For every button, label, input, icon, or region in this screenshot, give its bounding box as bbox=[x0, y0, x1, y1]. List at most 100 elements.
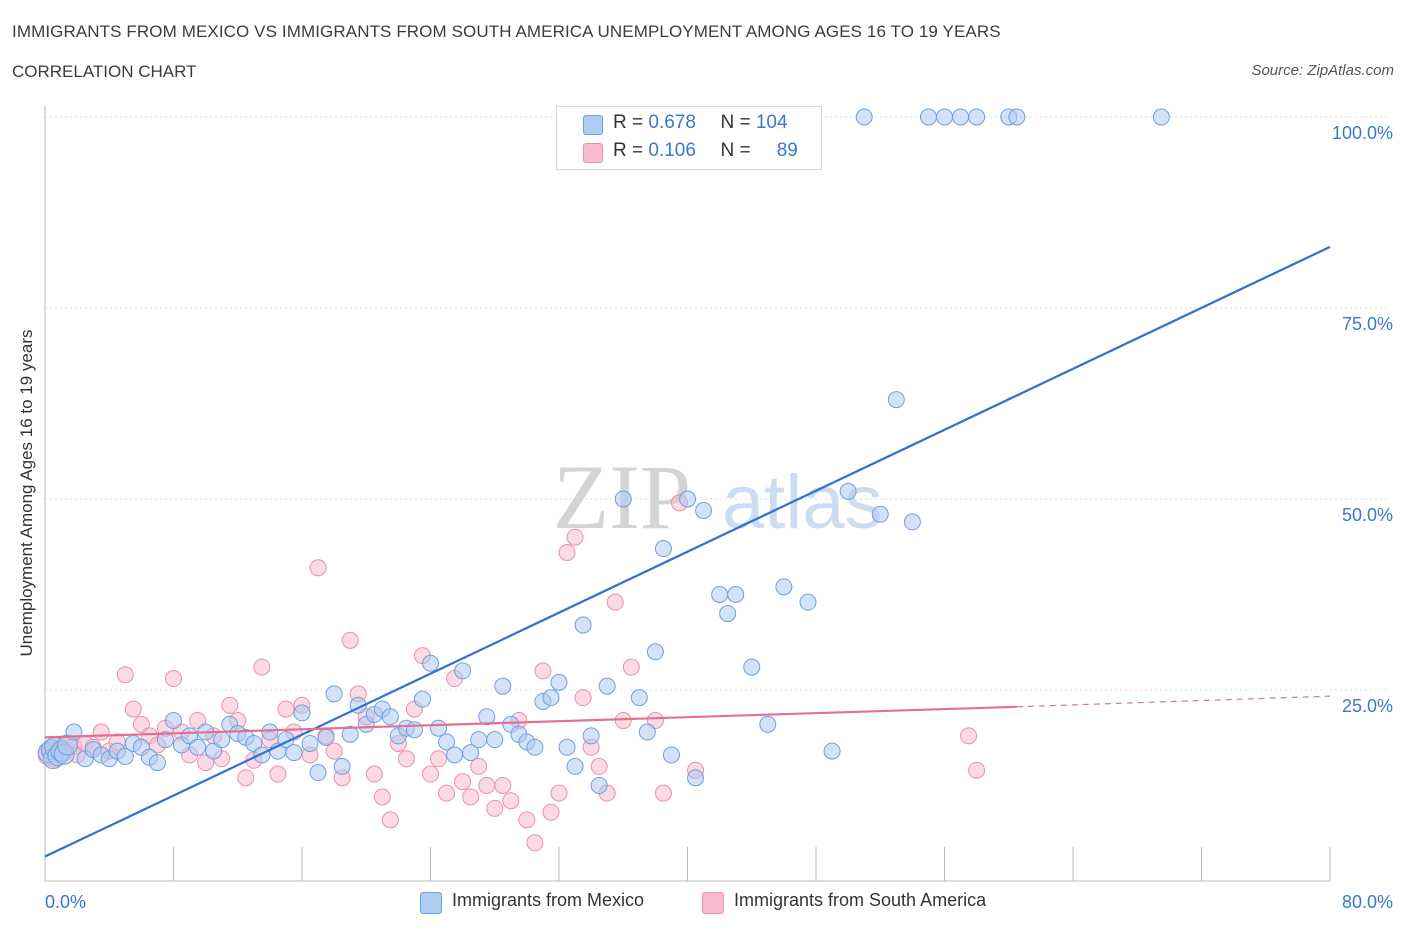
south-america-point-64 bbox=[518, 811, 536, 829]
mexico-point-56 bbox=[454, 662, 472, 680]
mexico-point-65 bbox=[526, 738, 544, 756]
sa-n-value: 89 bbox=[776, 140, 798, 161]
south-america-point-46 bbox=[373, 788, 391, 806]
south-america-point-45 bbox=[365, 765, 383, 783]
mexico-point-50 bbox=[405, 721, 423, 739]
south-america-point-40 bbox=[325, 742, 343, 760]
mexico-point-103 bbox=[1152, 108, 1170, 126]
series-south-america bbox=[37, 494, 986, 852]
south-america-point-34 bbox=[277, 700, 295, 718]
mexico-point-85 bbox=[719, 605, 737, 623]
trend-lines bbox=[44, 245, 1331, 858]
source-credit: Source: ZipAtlas.com bbox=[1251, 62, 1394, 79]
mexico-point-88 bbox=[759, 715, 777, 733]
mexico-point-81 bbox=[679, 490, 696, 508]
south-america-point-33 bbox=[269, 765, 287, 783]
south-america-point-82 bbox=[960, 727, 978, 745]
mexico-r-label: R = bbox=[613, 112, 649, 133]
south-america-point-73 bbox=[590, 757, 608, 775]
mexico-point-95 bbox=[887, 391, 905, 409]
y-axis-label: Unemployment Among Ages 16 to 19 years bbox=[17, 329, 36, 657]
mexico-n-value: 104 bbox=[755, 112, 788, 133]
south-america-point-15 bbox=[124, 700, 142, 718]
mexico-point-42 bbox=[341, 725, 359, 743]
south-america-point-68 bbox=[550, 784, 568, 802]
south-america-point-67 bbox=[542, 803, 560, 821]
mexico-point-93 bbox=[855, 108, 873, 126]
mexico-point-41 bbox=[333, 757, 351, 775]
y-tick-label-50: 50.0% bbox=[1342, 505, 1393, 525]
chart-subtitle: CORRELATION CHART bbox=[12, 62, 197, 81]
mexico-point-20 bbox=[165, 712, 182, 730]
mexico-point-61 bbox=[494, 677, 512, 695]
sa-r-value: 0.106 bbox=[648, 140, 696, 161]
mexico-point-70 bbox=[566, 757, 584, 775]
grid-lines bbox=[45, 116, 1390, 691]
mexico-point-86 bbox=[727, 586, 745, 603]
south-america-point-11 bbox=[92, 723, 110, 741]
mexico-point-79 bbox=[654, 540, 672, 558]
x-tick-label-80: 80.0% bbox=[1342, 892, 1393, 912]
mexico-point-31 bbox=[253, 746, 271, 764]
south-america-point-47 bbox=[381, 811, 399, 829]
south-america-point-69 bbox=[558, 543, 576, 561]
south-america-point-65 bbox=[526, 834, 544, 852]
mexico-point-74 bbox=[598, 677, 616, 695]
mexico-point-26 bbox=[213, 731, 231, 749]
sa-r-label: R = bbox=[613, 140, 649, 161]
mexico-point-19 bbox=[156, 731, 174, 749]
south-america-point-71 bbox=[574, 689, 592, 707]
south-america-point-53 bbox=[430, 750, 448, 768]
south-america-point-83 bbox=[968, 761, 986, 779]
mexico-swatch bbox=[583, 115, 603, 135]
mexico-point-14 bbox=[116, 747, 134, 765]
watermark-atlas: atlas bbox=[722, 460, 883, 545]
mexico-trend-line bbox=[44, 245, 1331, 858]
mexico-point-55 bbox=[446, 746, 464, 764]
bottom-sa-label: Immigrants from South America bbox=[734, 890, 987, 910]
south-america-point-70 bbox=[566, 528, 584, 546]
mexico-point-23 bbox=[189, 738, 207, 756]
south-america-point-79 bbox=[654, 784, 672, 802]
mexico-point-59 bbox=[478, 708, 496, 726]
mexico-point-98 bbox=[936, 108, 953, 126]
mexico-point-84 bbox=[711, 586, 729, 603]
mexico-point-73 bbox=[590, 777, 608, 794]
mexico-point-54 bbox=[438, 733, 456, 751]
south-america-trend-line bbox=[44, 705, 1017, 739]
mexico-point-53 bbox=[430, 719, 448, 737]
mexico-point-60 bbox=[486, 731, 504, 749]
south-america-point-56 bbox=[454, 773, 472, 791]
bottom-mexico-swatch bbox=[420, 892, 442, 914]
south-america-point-62 bbox=[502, 792, 520, 810]
y-tick-label-25: 25.0% bbox=[1342, 696, 1393, 716]
sa-n-label: N = bbox=[720, 140, 756, 161]
mexico-point-18 bbox=[148, 754, 166, 772]
mexico-point-71 bbox=[574, 616, 592, 634]
south-america-point-75 bbox=[606, 593, 624, 611]
south-america-swatch bbox=[583, 143, 603, 163]
south-america-point-38 bbox=[309, 559, 327, 577]
south-america-point-20 bbox=[165, 670, 182, 688]
mexico-n-label: N = bbox=[720, 112, 756, 133]
mexico-point-32 bbox=[261, 723, 279, 741]
mexico-r-value: 0.678 bbox=[648, 112, 696, 133]
mexico-point-52 bbox=[422, 654, 439, 672]
south-america-point-59 bbox=[478, 777, 496, 794]
south-america-point-66 bbox=[534, 662, 552, 680]
mexico-point-82 bbox=[687, 769, 705, 787]
mexico-point-72 bbox=[582, 727, 600, 745]
mexico-point-78 bbox=[646, 643, 664, 661]
mexico-point-102 bbox=[1008, 108, 1026, 126]
y-tick-label-100: 100.0% bbox=[1332, 123, 1393, 143]
x-tick-label-0: 0.0% bbox=[45, 892, 86, 912]
south-america-point-60 bbox=[486, 799, 504, 817]
south-america-point-52 bbox=[422, 765, 439, 783]
mexico-point-47 bbox=[381, 708, 399, 726]
mexico-point-80 bbox=[662, 746, 680, 764]
mexico-point-90 bbox=[799, 593, 817, 611]
south-america-point-77 bbox=[622, 658, 640, 676]
mexico-point-97 bbox=[919, 108, 937, 126]
mexico-point-51 bbox=[413, 690, 431, 708]
